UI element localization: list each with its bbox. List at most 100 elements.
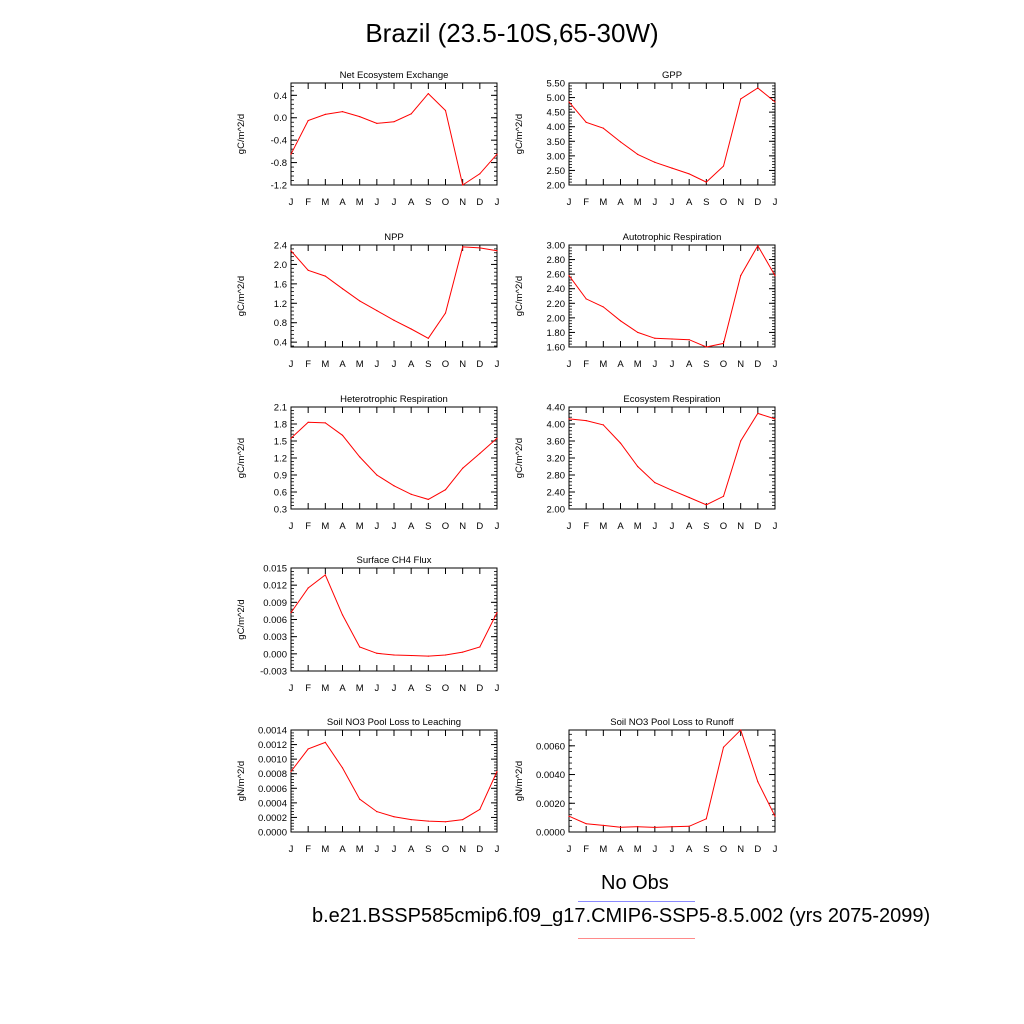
- x-tick-label: A: [617, 844, 624, 855]
- x-tick-label: J: [670, 359, 675, 370]
- data-point: [427, 498, 429, 500]
- x-tick-label: J: [652, 844, 657, 855]
- data-point: [585, 823, 587, 825]
- data-point: [654, 826, 656, 829]
- panel-9: Soil NO3 Pool Loss to Runoff gN/m^2/d 0.00…: [514, 717, 778, 855]
- panel-title: Ecosystem Respiration: [623, 394, 720, 405]
- data-point: [444, 312, 447, 314]
- data-point: [359, 300, 361, 302]
- y-tick-label: 0.009: [263, 598, 287, 609]
- y-tick-label: 0.0010: [258, 755, 287, 766]
- data-point: [359, 456, 361, 458]
- x-tick-label: J: [392, 683, 397, 694]
- y-axis-label: gC/m^2/d: [236, 114, 247, 154]
- data-point: [290, 153, 292, 155]
- data-point: [324, 741, 326, 743]
- x-tick-label: S: [425, 844, 431, 855]
- x-tick-label: O: [442, 844, 449, 855]
- data-point: [479, 646, 481, 648]
- data-point: [774, 815, 776, 817]
- y-tick-label: 0.006: [263, 615, 287, 626]
- data-point: [757, 781, 759, 783]
- data-point: [671, 826, 673, 828]
- y-tick-label: -1.2: [271, 181, 287, 192]
- panel-title: NPP: [384, 232, 404, 243]
- data-point: [427, 820, 429, 822]
- data-point: [427, 337, 429, 339]
- x-tick-label: J: [567, 359, 572, 370]
- data-point: [359, 116, 361, 118]
- y-tick-label: 0.0000: [258, 828, 287, 839]
- data-point: [393, 319, 395, 321]
- data-point: [393, 121, 395, 123]
- data-point: [479, 452, 481, 455]
- x-tick-label: A: [339, 844, 346, 855]
- x-tick-label: M: [356, 521, 364, 532]
- data-point: [671, 338, 673, 340]
- x-tick-label: A: [339, 521, 346, 532]
- x-tick-label: M: [356, 683, 364, 694]
- x-tick-label: N: [459, 683, 466, 694]
- x-tick-label: J: [567, 844, 572, 855]
- series-line: [290, 421, 498, 500]
- x-tick-label: J: [567, 521, 572, 532]
- x-tick-label: M: [634, 844, 642, 855]
- y-tick-label: 0.0012: [258, 740, 287, 751]
- x-tick-label: F: [305, 521, 311, 532]
- x-tick-label: M: [321, 683, 329, 694]
- x-tick-label: J: [392, 521, 397, 532]
- y-tick-label: 0.4: [274, 91, 287, 102]
- y-tick-label: 2.40: [547, 488, 566, 499]
- data-point: [410, 328, 412, 330]
- x-tick-label: J: [374, 844, 379, 855]
- y-tick-label: 1.80: [547, 328, 566, 339]
- data-point: [568, 418, 570, 420]
- data-point: [444, 489, 447, 491]
- x-tick-label: M: [599, 844, 607, 855]
- panel-title: Surface CH4 Flux: [357, 555, 432, 566]
- data-point: [410, 493, 412, 495]
- x-tick-label: N: [737, 521, 744, 532]
- data-point: [479, 173, 481, 175]
- data-point: [602, 824, 604, 826]
- data-point: [705, 818, 707, 820]
- panel-2: GPP gC/m^2/d 2.00 2.50 3.00 3.50 4.00 4.50 5.00 5…: [514, 70, 778, 208]
- y-tick-label: 1.2: [274, 299, 287, 310]
- data-point: [307, 421, 309, 423]
- panel-6: Ecosystem Respiration gC/m^2/d 2.00 2.40 2.8…: [514, 394, 778, 532]
- data-point: [740, 440, 742, 442]
- data-point: [444, 654, 447, 656]
- x-tick-label: M: [634, 197, 642, 208]
- data-point: [341, 614, 344, 616]
- y-tick-label: 2.80: [547, 471, 566, 482]
- x-tick-label: A: [408, 844, 415, 855]
- x-tick-label: D: [754, 521, 761, 532]
- data-point: [637, 826, 639, 828]
- x-tick-label: J: [670, 844, 675, 855]
- data-point: [393, 654, 395, 656]
- y-tick-label: 2.00: [547, 181, 566, 192]
- x-tick-label: A: [617, 197, 624, 208]
- data-point: [585, 420, 587, 422]
- x-tick-label: J: [495, 521, 500, 532]
- x-tick-label: D: [754, 197, 761, 208]
- y-tick-label: 2.50: [547, 166, 566, 177]
- y-tick-label: 0.000: [263, 649, 287, 660]
- data-point: [393, 485, 395, 487]
- data-point: [688, 173, 690, 175]
- x-tick-label: J: [392, 359, 397, 370]
- x-tick-label: A: [686, 521, 693, 532]
- data-point: [341, 110, 344, 113]
- data-point: [722, 746, 725, 748]
- data-point: [722, 342, 725, 344]
- x-tick-label: A: [339, 359, 346, 370]
- data-point: [654, 337, 656, 339]
- x-tick-label: S: [703, 197, 709, 208]
- plot-frame: [568, 729, 776, 833]
- y-tick-label: -0.8: [271, 158, 287, 169]
- panel-title: Soil NO3 Pool Loss to Leaching: [327, 717, 461, 728]
- x-tick-label: N: [459, 844, 466, 855]
- x-tick-label: M: [634, 359, 642, 370]
- data-point: [341, 767, 344, 769]
